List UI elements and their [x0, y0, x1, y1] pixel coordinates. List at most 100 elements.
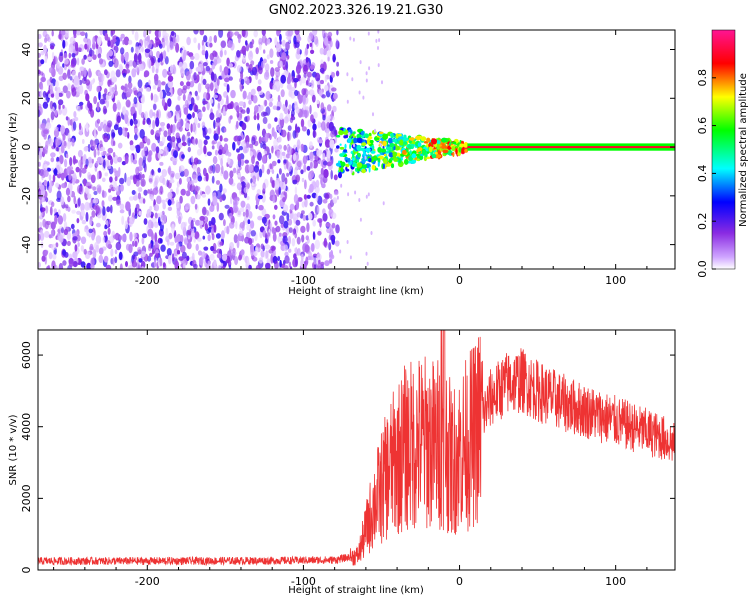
spectrogram-cell [171, 136, 176, 143]
spectrogram-cell [117, 126, 123, 136]
spectrogram-cell [138, 59, 142, 65]
spectrogram-cell [197, 237, 202, 242]
spectrogram-cell [139, 171, 143, 181]
spectrogram-cell [238, 101, 245, 107]
spectrogram-cell [203, 139, 208, 146]
spectrogram-cell [335, 224, 340, 234]
spectrogram-cell [60, 30, 66, 36]
spectrogram-cell [380, 148, 387, 153]
spectrogram-cell [186, 51, 190, 56]
spectrogram-cell [185, 190, 191, 197]
spectrogram-cell [227, 103, 233, 110]
spectrogram-cell [98, 71, 101, 78]
spectrogram-cell [258, 204, 264, 211]
spectrogram-cell [249, 44, 254, 49]
spectrogram-cell [153, 204, 160, 212]
spectrogram-cell [64, 251, 69, 258]
spectrogram-cell [274, 179, 280, 190]
spectrogram-cell [104, 224, 108, 230]
spectrogram-cell [385, 163, 392, 167]
spectrogram-cell [137, 192, 141, 200]
spectrogram-cell [323, 237, 327, 248]
spectrogram-cell [150, 129, 155, 136]
spectrogram-cell [256, 112, 260, 121]
spectrogram-cell [141, 149, 146, 158]
spectrogram-cell [127, 132, 130, 139]
spectrogram-cell [176, 202, 180, 209]
spectrogram-cell [116, 101, 122, 111]
spectrogram-cell [219, 65, 223, 73]
spectrogram-cell [326, 50, 332, 58]
spectrogram-cell [95, 244, 99, 253]
spectrogram-cell [131, 260, 137, 268]
spectrogram-cell [195, 138, 198, 145]
spectrogram-cell [287, 131, 290, 142]
spectrogram-cell [50, 152, 56, 158]
spectrogram-cell [239, 207, 245, 213]
spectrogram-cell [81, 58, 85, 65]
spectrogram-cell [276, 30, 281, 37]
spectrogram-cell [358, 90, 361, 95]
spectrogram-cell [159, 175, 165, 184]
spectrogram-cell [330, 169, 334, 180]
spectrogram-cell [165, 235, 170, 243]
spectrogram-cell [301, 177, 305, 183]
spectrogram-cell [461, 140, 464, 145]
spectrogram-cell [216, 93, 222, 102]
spectrogram-cell [296, 144, 300, 152]
spectrogram-cell [157, 80, 162, 90]
spectrogram-cell [213, 259, 217, 267]
spectrogram-cell [377, 146, 382, 153]
spectrogram-cell [307, 212, 313, 221]
spectrogram-cell [346, 99, 349, 104]
spectrogram-cell [416, 149, 420, 153]
spectrogram-cell [65, 153, 69, 159]
spectrogram-cell [38, 161, 41, 167]
spectrogram-cell [107, 227, 111, 235]
spectrogram-cell [253, 30, 258, 38]
spectrogram-cell [120, 85, 125, 90]
spectrogram-cell [227, 157, 231, 165]
spectrogram-cell [159, 43, 163, 49]
spectrogram-cell [38, 262, 41, 268]
spectrogram-cell [301, 210, 305, 215]
spectrogram-cell [62, 104, 65, 109]
spectrogram-cell [279, 259, 282, 268]
spectrogram-cell [267, 38, 271, 45]
chart-title: GN02.2023.326.19.21.G30 [269, 3, 444, 18]
spectrogram-cell [181, 251, 187, 259]
spectrogram-cell [283, 106, 288, 115]
spectrogram-cell [150, 221, 154, 229]
spectrogram-cell [241, 45, 247, 55]
spectrogram-cell [171, 253, 175, 262]
spectrogram-cell [142, 120, 146, 125]
spectrogram-cell [132, 195, 138, 201]
spectrogram-cell [257, 123, 260, 131]
spectrogram-cell [233, 234, 238, 244]
spectrogram-cell [161, 98, 166, 107]
spectrogram-cell [174, 172, 181, 180]
spectrogram-cell [211, 233, 215, 241]
spectrogram-cell [151, 248, 155, 255]
spectrogram-cell [236, 111, 240, 118]
spectrogram-cell [362, 95, 365, 100]
spectrogram-cell [209, 205, 215, 212]
spectrogram-cell [51, 51, 55, 60]
spectrogram-cell [100, 73, 105, 82]
spectrogram-cell [291, 109, 295, 117]
spectrogram-cell [112, 151, 116, 158]
spectrogram-cell [358, 198, 361, 202]
spectrogram-cell [167, 98, 172, 107]
spectrogram-cell [180, 244, 186, 253]
spectrogram-cell [347, 157, 351, 163]
spectrogram-cell [136, 91, 143, 99]
spectrogram-cell [262, 116, 268, 124]
spectrogram-cell [373, 155, 377, 159]
spectrogram-cell [311, 243, 315, 252]
spectrogram-cell [395, 133, 399, 139]
spectrogram-cell [76, 57, 80, 66]
spectrogram-cell [71, 209, 76, 214]
spectrogram-cell [69, 36, 76, 45]
spectrogram-cell [57, 99, 64, 106]
spectrogram-cell [226, 225, 230, 235]
